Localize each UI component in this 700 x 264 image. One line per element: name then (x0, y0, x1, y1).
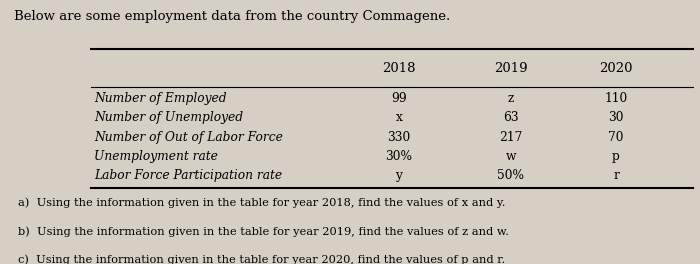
Text: Labor Force Participation rate: Labor Force Participation rate (94, 169, 283, 182)
Text: a)  Using the information given in the table for year 2018, find the values of x: a) Using the information given in the ta… (18, 198, 505, 209)
Text: 50%: 50% (498, 169, 524, 182)
Text: 30: 30 (608, 111, 624, 125)
Text: 30%: 30% (386, 150, 412, 163)
Text: Number of Unemployed: Number of Unemployed (94, 111, 244, 125)
Text: 63: 63 (503, 111, 519, 125)
Text: p: p (612, 150, 620, 163)
Text: 70: 70 (608, 131, 624, 144)
Text: 2020: 2020 (599, 62, 633, 74)
Text: r: r (613, 169, 619, 182)
Text: 330: 330 (387, 131, 411, 144)
Text: 217: 217 (499, 131, 523, 144)
Text: Below are some employment data from the country Commagene.: Below are some employment data from the … (14, 10, 450, 23)
Text: y: y (395, 169, 402, 182)
Text: b)  Using the information given in the table for year 2019, find the values of z: b) Using the information given in the ta… (18, 226, 508, 237)
Text: z: z (508, 92, 514, 105)
Text: Number of Out of Labor Force: Number of Out of Labor Force (94, 131, 284, 144)
Text: Number of Employed: Number of Employed (94, 92, 227, 105)
Text: 2019: 2019 (494, 62, 528, 74)
Text: w: w (505, 150, 517, 163)
Text: 2018: 2018 (382, 62, 416, 74)
Text: Unemployment rate: Unemployment rate (94, 150, 218, 163)
Text: 99: 99 (391, 92, 407, 105)
Text: c)  Using the information given in the table for year 2020, find the values of p: c) Using the information given in the ta… (18, 255, 505, 264)
Text: 110: 110 (604, 92, 628, 105)
Text: x: x (395, 111, 402, 125)
